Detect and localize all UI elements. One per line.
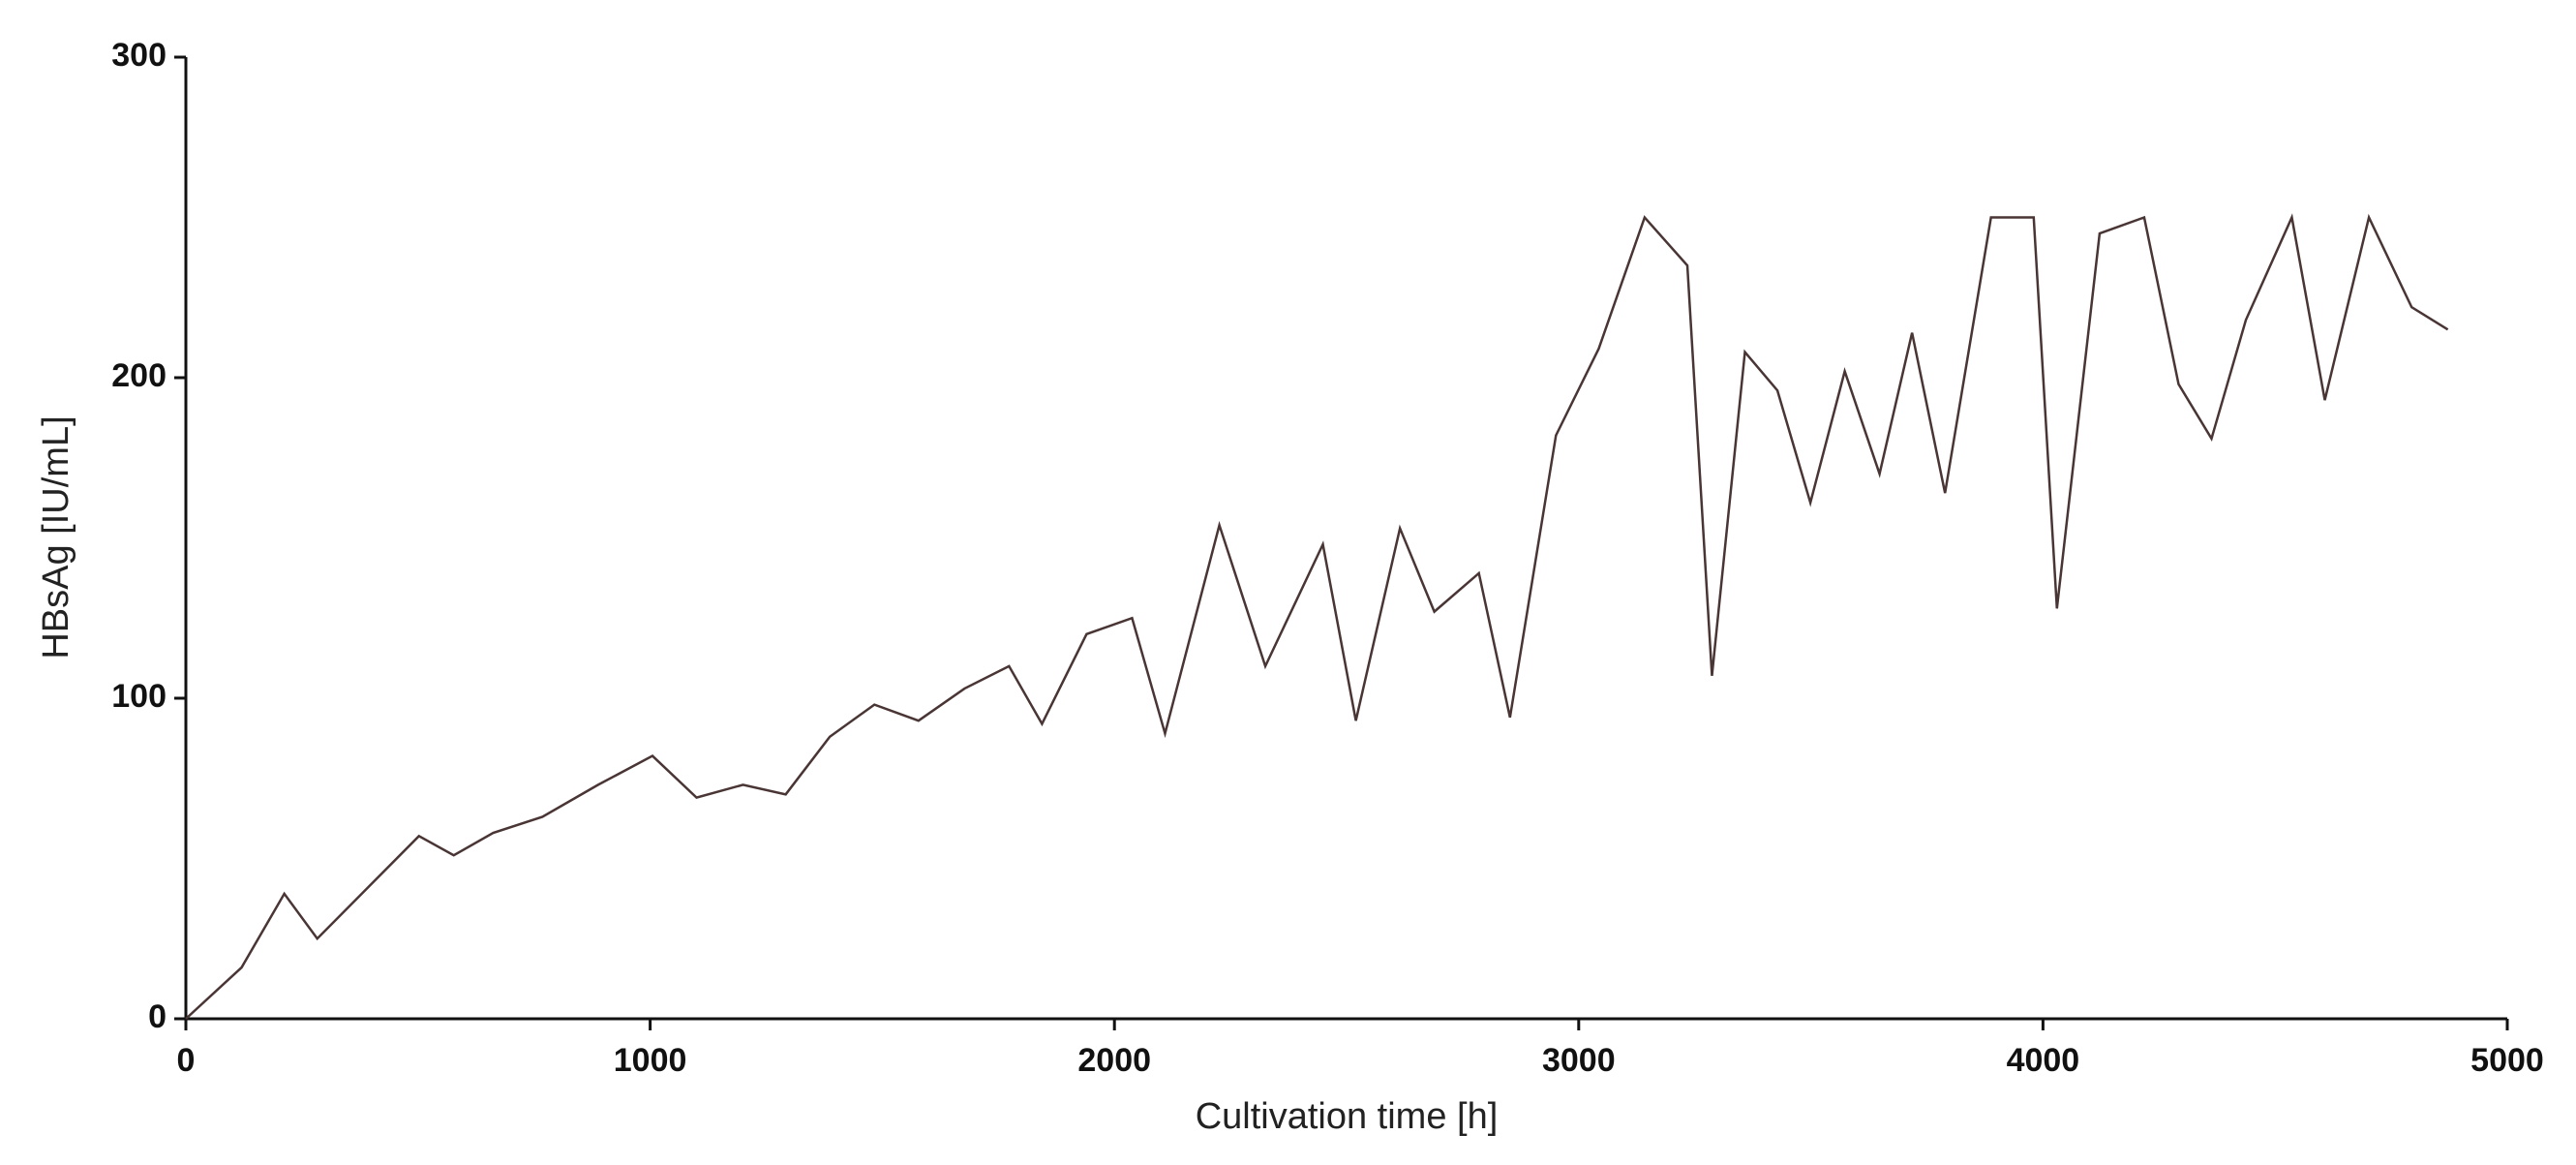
x-tick-label: 4000 xyxy=(2007,1042,2080,1079)
x-tick-label: 2000 xyxy=(1077,1042,1151,1079)
x-axis-label: Cultivation time [h] xyxy=(1196,1096,1499,1137)
x-tick-label: 1000 xyxy=(614,1042,687,1079)
data-line xyxy=(185,213,2449,1020)
y-tick-label: 0 xyxy=(148,998,167,1035)
y-tick-label: 200 xyxy=(111,357,167,394)
y-tick-label: 100 xyxy=(111,678,167,715)
x-tick-label: 5000 xyxy=(2470,1042,2544,1079)
x-tick-label: 0 xyxy=(177,1042,196,1079)
x-tick-label: 3000 xyxy=(1542,1042,1616,1079)
y-axis-label: HBsAg [IU/mL] xyxy=(36,415,76,659)
y-tick-label: 300 xyxy=(111,37,167,74)
